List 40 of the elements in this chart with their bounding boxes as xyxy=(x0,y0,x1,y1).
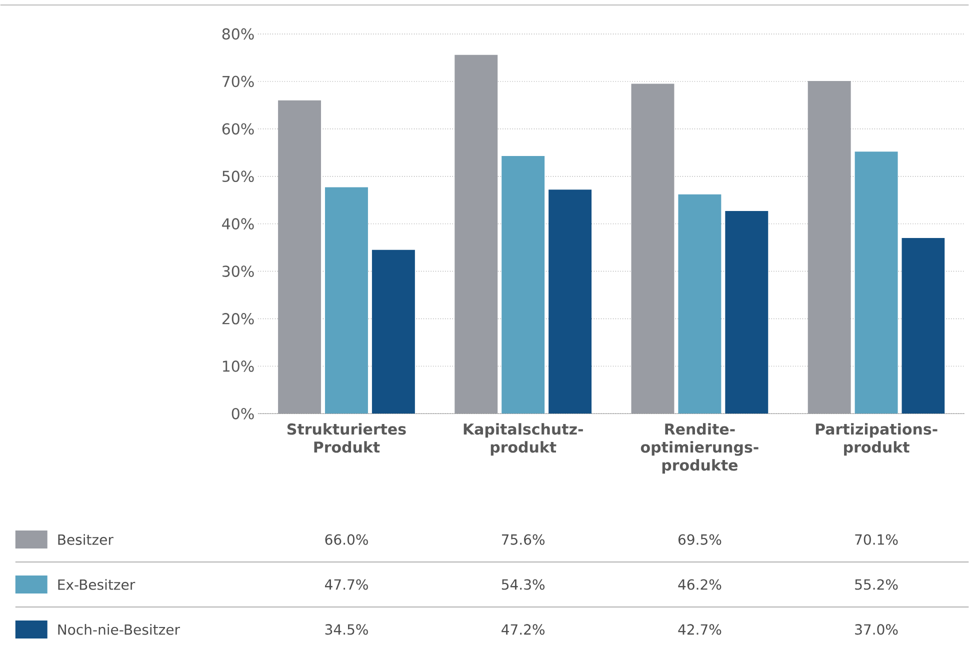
y-tick-label: 30% xyxy=(222,265,254,277)
data-label: 70.1% xyxy=(855,534,898,545)
bar xyxy=(502,156,545,414)
bar xyxy=(902,238,945,414)
data-label: 34.5% xyxy=(325,624,368,635)
data-label: 37.0% xyxy=(855,624,898,635)
data-label: 47.7% xyxy=(324,578,368,590)
bar xyxy=(854,151,898,414)
bar xyxy=(548,189,592,414)
x-tick-label: Rendite-optimierungs-produkte xyxy=(640,422,758,474)
legend-label: Noch-nie-Besitzer xyxy=(58,624,180,635)
x-tick-label: Partizipations-produkt xyxy=(816,422,938,456)
y-tick-label: 80% xyxy=(222,28,254,40)
legend-label: Ex-Besitzer xyxy=(58,578,136,590)
data-label: 75.6% xyxy=(502,534,545,545)
y-tick-label: 0% xyxy=(232,408,254,420)
x-tick-label: Kapitalschutz-produkt xyxy=(464,422,583,456)
bar xyxy=(454,54,498,414)
data-label: 47.2% xyxy=(502,624,545,635)
data-label: 66.0% xyxy=(325,534,368,545)
data-label: 42.7% xyxy=(678,624,722,635)
data-label: 55.2% xyxy=(855,578,898,590)
bar xyxy=(325,187,368,414)
bar xyxy=(372,250,415,414)
data-label: 46.2% xyxy=(678,578,722,590)
bar xyxy=(808,80,851,414)
data-label: 69.5% xyxy=(678,534,722,545)
bar xyxy=(678,194,722,414)
bar xyxy=(278,100,322,414)
bar xyxy=(725,210,768,414)
data-label: 54.3% xyxy=(502,578,545,590)
y-tick-label: 10% xyxy=(222,360,254,372)
y-tick-label: 70% xyxy=(222,76,254,87)
bar xyxy=(631,84,674,414)
y-tick-label: 40% xyxy=(222,218,254,230)
y-tick-label: 60% xyxy=(222,123,254,134)
x-tick-label: Strukturiertes Produkt xyxy=(287,422,406,453)
y-tick-label: 50% xyxy=(222,170,254,182)
y-tick-label: 20% xyxy=(222,312,254,324)
legend-label: Besitzer xyxy=(58,534,114,545)
